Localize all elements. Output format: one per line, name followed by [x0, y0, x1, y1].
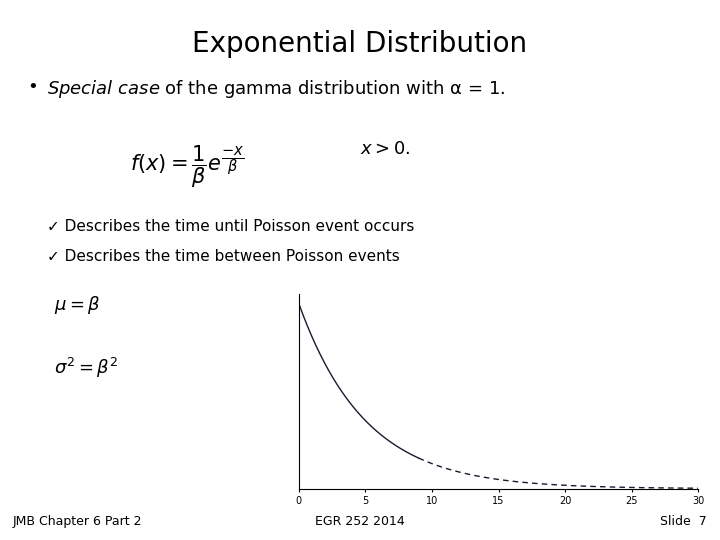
Text: JMB Chapter 6 Part 2: JMB Chapter 6 Part 2 — [13, 515, 143, 528]
Text: EGR 252 2014: EGR 252 2014 — [315, 515, 405, 528]
Text: Slide  7: Slide 7 — [660, 515, 707, 528]
Text: $\sigma^2=\beta^2$: $\sigma^2=\beta^2$ — [54, 356, 119, 381]
Text: $f(x)=\dfrac{1}{\beta}e^{\dfrac{-x}{\beta}}$: $f(x)=\dfrac{1}{\beta}e^{\dfrac{-x}{\bet… — [130, 143, 244, 190]
Text: Exponential Distribution: Exponential Distribution — [192, 30, 528, 58]
Text: •: • — [27, 78, 38, 96]
Text: $x>0.$: $x>0.$ — [360, 140, 410, 158]
Text: $\mu=\beta$: $\mu=\beta$ — [54, 294, 101, 316]
Text: ✓ Describes the time until Poisson event occurs: ✓ Describes the time until Poisson event… — [47, 219, 414, 234]
Text: $\mathit{Special\ case}$ of the gamma distribution with α = 1.: $\mathit{Special\ case}$ of the gamma di… — [47, 78, 505, 100]
Text: ✓ Describes the time between Poisson events: ✓ Describes the time between Poisson eve… — [47, 249, 400, 265]
